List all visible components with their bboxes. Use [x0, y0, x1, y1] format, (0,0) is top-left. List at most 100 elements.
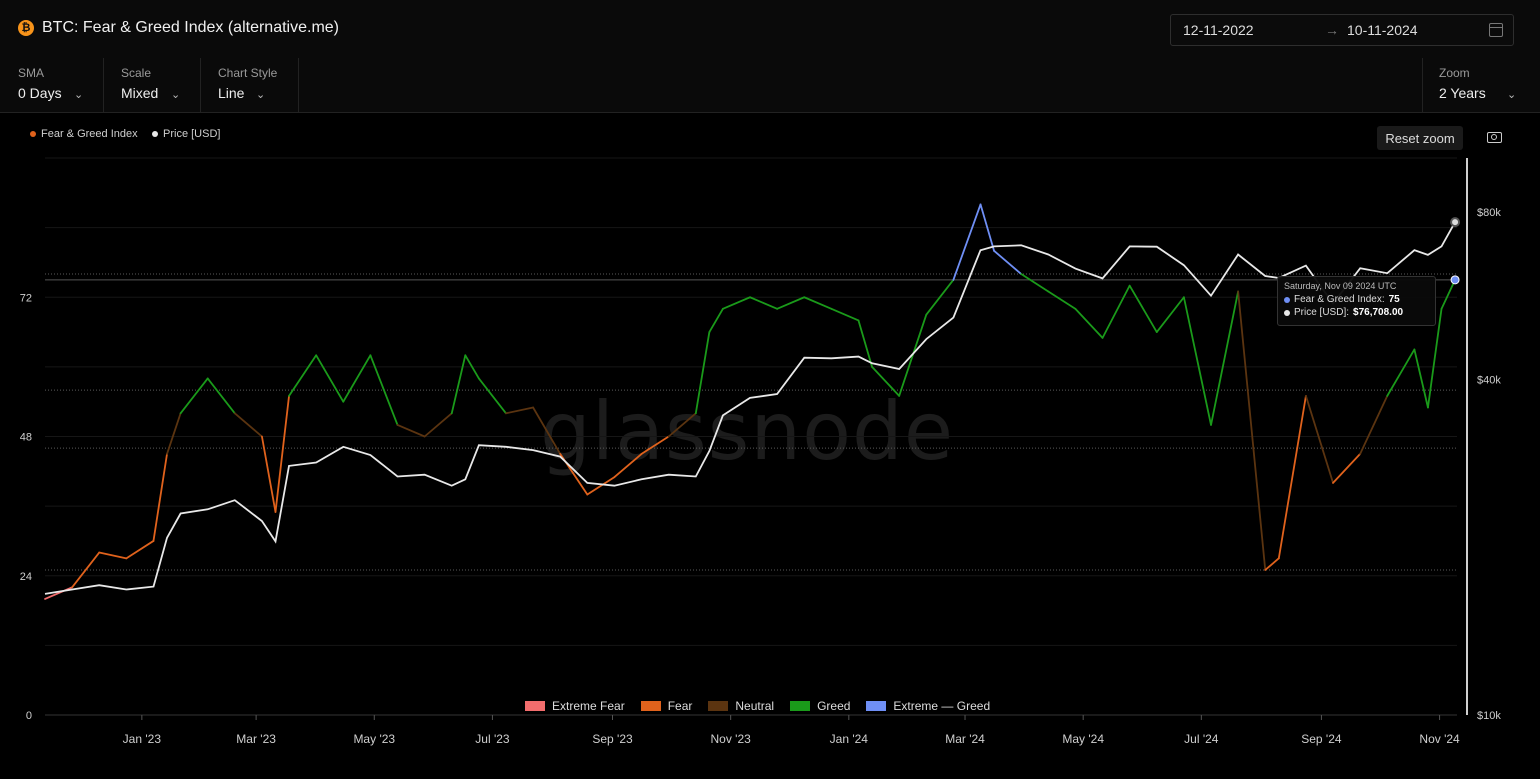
chart-title: BTC: Fear & Greed Index (alternative.me)	[42, 19, 339, 36]
fear-greed-segment	[179, 377, 209, 415]
chart-style-dropdown[interactable]: Chart Style Line ⌄	[200, 58, 299, 112]
x-tick-label: Jul '24	[1184, 732, 1219, 746]
scale-label: Scale	[121, 66, 152, 80]
chart-style-value[interactable]: Line	[218, 85, 245, 101]
tooltip-dot-icon	[1284, 309, 1290, 316]
y-right-tick-label: $40k	[1477, 375, 1501, 387]
tooltip-fg-row: Fear & Greed Index: 75	[1284, 294, 1400, 305]
fear-greed-segment	[1101, 284, 1131, 339]
chevron-down-icon: ⌄	[256, 89, 266, 101]
fear-greed-segment	[369, 354, 399, 426]
zoom-label: Zoom	[1439, 66, 1470, 80]
tooltip-price-row: Price [USD]: $76,708.00	[1284, 307, 1403, 318]
fear-greed-segment	[1155, 296, 1185, 333]
swatch-icon	[790, 701, 811, 711]
y-left-tick-label: 48	[20, 432, 32, 444]
fear-greed-segment	[274, 394, 290, 513]
calendar-icon[interactable]	[1489, 23, 1503, 37]
fear-greed-segment	[1359, 394, 1389, 455]
legend-price[interactable]: Price [USD]	[152, 128, 220, 140]
swatch-icon	[640, 701, 661, 711]
scale-dropdown[interactable]: Scale Mixed ⌄	[103, 58, 201, 112]
fear-greed-segment	[871, 365, 901, 397]
hover-tooltip: Saturday, Nov 09 2024 UTC Fear & Greed I…	[1277, 276, 1436, 326]
zoom-value[interactable]: 2 Years	[1439, 85, 1486, 101]
legend-fear-greed[interactable]: Fear & Greed Index	[30, 128, 138, 140]
top-bar: ₿ BTC: Fear & Greed Index (alternative.m…	[0, 0, 1540, 59]
fear-greed-segment	[776, 296, 806, 310]
fear-greed-segment	[1305, 394, 1334, 484]
zone-legend: Extreme Fear Fear Neutral Greed Extreme …	[525, 699, 990, 713]
fear-greed-segment	[708, 307, 724, 333]
tooltip-price-value: $76,708.00	[1353, 307, 1404, 318]
fear-greed-segment	[152, 453, 168, 542]
y-left-tick-label: 72	[20, 292, 32, 304]
swatch-icon	[866, 701, 887, 711]
date-range-picker[interactable]: 12-11-2022 → 10-11-2024	[1170, 14, 1514, 46]
fear-greed-segment	[505, 406, 534, 415]
zoom-dropdown[interactable]: Zoom 2 Years ⌄	[1422, 58, 1540, 112]
swatch-icon	[708, 701, 729, 711]
chevron-down-icon: ⌄	[171, 89, 181, 101]
fear-greed-segment	[830, 307, 860, 322]
fear-greed-segment	[925, 278, 955, 316]
x-tick-label: Sep '23	[592, 732, 633, 746]
fear-greed-last-point	[1450, 275, 1460, 285]
zone-label: Greed	[817, 699, 851, 713]
y-right-tick-label: $80k	[1477, 207, 1501, 219]
fear-greed-segment	[803, 296, 833, 310]
fear-greed-segment	[952, 203, 982, 281]
legend-dot-icon	[30, 131, 36, 137]
tooltip-date: Saturday, Nov 09 2024 UTC	[1284, 281, 1397, 291]
reset-zoom-button[interactable]: Reset zoom	[1377, 126, 1463, 150]
scale-value[interactable]: Mixed	[121, 85, 159, 101]
y-left-tick-label: 0	[26, 710, 32, 722]
sma-dropdown[interactable]: SMA 0 Days ⌄	[0, 58, 104, 112]
legend-dot-icon	[152, 131, 158, 137]
zone-legend-neutral[interactable]: Neutral	[708, 699, 774, 713]
x-tick-label: May '24	[1062, 732, 1104, 746]
fear-greed-segment	[1047, 290, 1077, 310]
fear-greed-segment	[613, 453, 643, 479]
x-tick-label: Mar '24	[945, 732, 985, 746]
bitcoin-icon: ₿	[18, 20, 34, 36]
price-last-point	[1450, 217, 1461, 228]
y-left-tick-label: 24	[20, 571, 32, 583]
zone-legend-extreme-fear[interactable]: Extreme Fear	[525, 699, 625, 713]
chart-canvas[interactable]: 0 24 48 72 $10k $40k $80k Jan '23 Mar '23 May '23…	[0, 150, 1540, 779]
chevron-down-icon: ⌄	[1507, 89, 1517, 101]
fear-greed-segment	[1427, 307, 1443, 409]
camera-icon[interactable]	[1487, 132, 1502, 143]
fear-greed-segment	[1332, 453, 1362, 484]
zone-legend-greed[interactable]: Greed	[790, 699, 850, 713]
tooltip-dot-icon	[1284, 296, 1290, 303]
chart-title-wrap: ₿ BTC: Fear & Greed Index (alternative.m…	[18, 19, 339, 37]
fear-greed-segment	[315, 354, 345, 403]
fear-greed-segment	[396, 423, 426, 438]
sma-value[interactable]: 0 Days	[18, 85, 62, 101]
fear-greed-segment	[1210, 290, 1240, 426]
x-tick-label: Jan '24	[830, 732, 869, 746]
x-tick-label: Nov '23	[711, 732, 752, 746]
sma-label: SMA	[18, 66, 45, 80]
x-tick-label: Jan '23	[123, 732, 162, 746]
fear-greed-segment	[1182, 296, 1212, 426]
legend-fear-greed-label: Fear & Greed Index	[41, 128, 138, 140]
fear-greed-segment	[694, 331, 711, 415]
tooltip-fg-value: 75	[1388, 294, 1400, 305]
x-tick-label: Nov '24	[1419, 732, 1460, 746]
date-to-input[interactable]: 10-11-2024	[1347, 22, 1418, 38]
fear-greed-segment	[749, 296, 779, 310]
fear-greed-segment	[1277, 394, 1307, 560]
zone-legend-fear[interactable]: Fear	[640, 699, 692, 713]
fear-greed-segment	[722, 296, 751, 310]
price-line	[44, 221, 1456, 595]
fear-greed-segment	[1128, 284, 1158, 333]
fear-greed-segment	[342, 354, 372, 403]
fear-greed-segment	[979, 203, 995, 252]
zone-legend-extreme-greed[interactable]: Extreme — Greed	[866, 699, 990, 713]
fear-greed-segment	[288, 354, 318, 397]
date-from-input[interactable]: 12-11-2022	[1183, 22, 1254, 38]
fear-greed-segment	[1413, 348, 1429, 409]
fear-greed-segment	[1264, 557, 1280, 571]
